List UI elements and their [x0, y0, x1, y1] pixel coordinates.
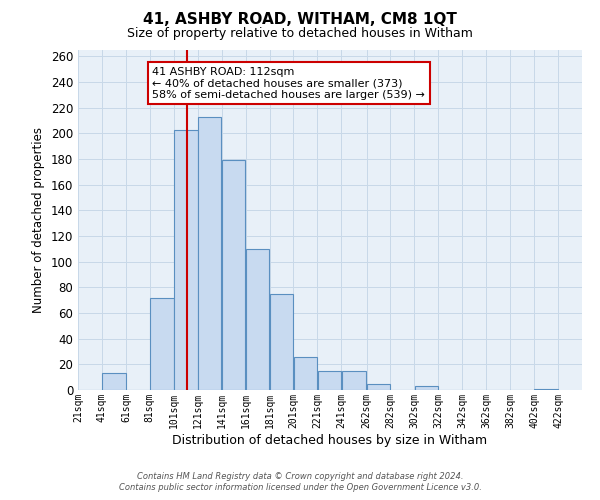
- Bar: [317, 371, 341, 390]
- Bar: [534, 388, 558, 390]
- Bar: [102, 374, 126, 390]
- Text: 41 ASHBY ROAD: 112sqm
← 40% of detached houses are smaller (373)
58% of semi-det: 41 ASHBY ROAD: 112sqm ← 40% of detached …: [152, 66, 425, 100]
- Bar: [150, 298, 173, 390]
- Bar: [341, 371, 367, 390]
- Text: 41, ASHBY ROAD, WITHAM, CM8 1QT: 41, ASHBY ROAD, WITHAM, CM8 1QT: [143, 12, 457, 28]
- Bar: [198, 116, 221, 390]
- Bar: [415, 386, 438, 390]
- Bar: [246, 249, 269, 390]
- Text: Size of property relative to detached houses in Witham: Size of property relative to detached ho…: [127, 28, 473, 40]
- Bar: [222, 160, 245, 390]
- Y-axis label: Number of detached properties: Number of detached properties: [32, 127, 45, 313]
- Bar: [270, 294, 293, 390]
- X-axis label: Distribution of detached houses by size in Witham: Distribution of detached houses by size …: [172, 434, 488, 446]
- Bar: [293, 356, 317, 390]
- Bar: [174, 130, 197, 390]
- Text: Contains HM Land Registry data © Crown copyright and database right 2024.
Contai: Contains HM Land Registry data © Crown c…: [119, 472, 481, 492]
- Bar: [367, 384, 390, 390]
